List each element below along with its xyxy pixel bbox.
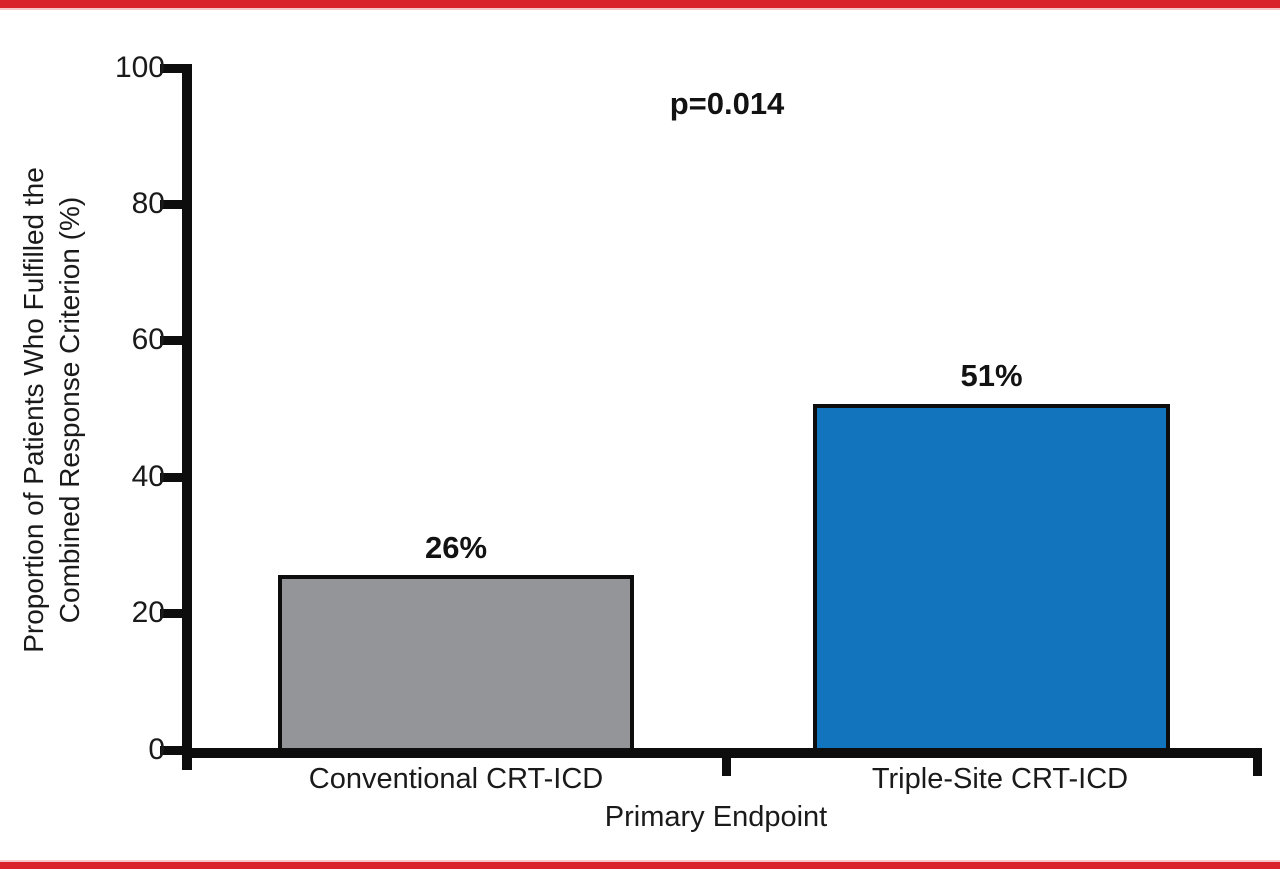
x-tick-middle — [722, 750, 731, 776]
bottom-border-rule — [0, 862, 1280, 869]
y-tick-40 — [160, 473, 184, 482]
y-tick-20 — [160, 609, 184, 618]
bar-value-label-triple-site: 51% — [960, 358, 1023, 393]
bar-triple-site-crt-icd — [813, 404, 1170, 752]
x-category-label-conventional: Conventional CRT-ICD — [308, 763, 604, 795]
p-value-annotation: p=0.014 — [669, 86, 785, 121]
bar-conventional-crt-icd — [278, 575, 634, 752]
y-tick-0 — [160, 746, 184, 755]
y-tick-label-100: 100 — [114, 51, 165, 84]
x-category-label-triple-site: Triple-Site CRT-ICD — [871, 763, 1129, 795]
y-tick-label-0: 0 — [148, 733, 165, 766]
y-tick-label-40: 40 — [131, 460, 165, 493]
y-tick-100 — [160, 64, 184, 73]
x-tick-right — [1253, 750, 1262, 776]
y-axis-line — [182, 64, 192, 770]
x-axis-title: Primary Endpoint — [604, 801, 828, 833]
y-tick-label-80: 80 — [131, 187, 165, 220]
y-tick-label-20: 20 — [131, 596, 165, 629]
y-tick-60 — [160, 336, 184, 345]
y-tick-80 — [160, 200, 184, 209]
y-tick-label-60: 60 — [131, 323, 165, 356]
top-border-rule — [0, 0, 1280, 8]
bar-value-label-conventional: 26% — [424, 530, 488, 565]
